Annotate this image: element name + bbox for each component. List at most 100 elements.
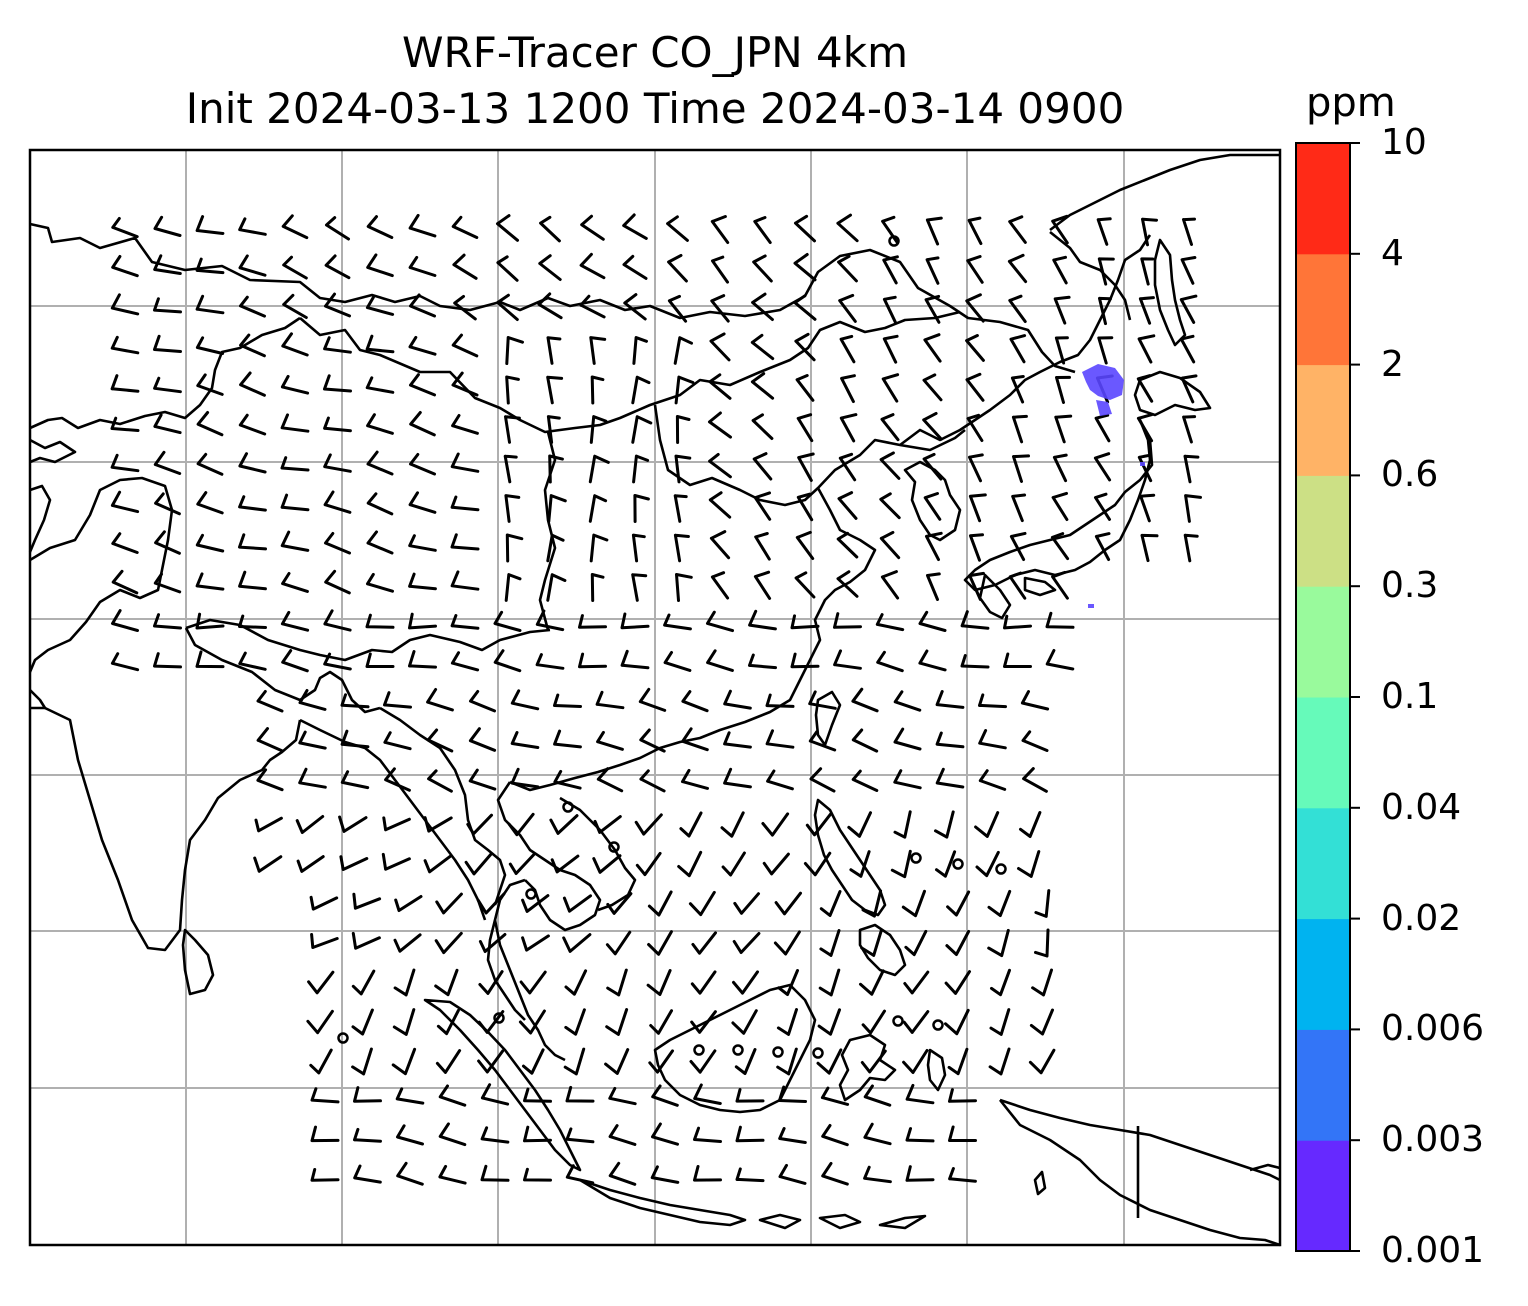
wind-barb bbox=[546, 375, 564, 405]
colorbar-unit-label: ppm bbox=[1306, 80, 1396, 126]
wind-barb bbox=[280, 530, 310, 552]
wind-barb bbox=[365, 652, 395, 668]
wind-barb bbox=[434, 931, 463, 955]
wind-barb bbox=[436, 1008, 460, 1036]
wind-barb bbox=[969, 533, 984, 562]
wind-barb bbox=[875, 613, 905, 632]
wind-barb bbox=[238, 452, 267, 474]
wind-barb bbox=[710, 294, 730, 323]
wind-barb bbox=[890, 849, 912, 879]
wind-barb bbox=[1055, 375, 1071, 404]
wind-barb bbox=[945, 930, 971, 956]
wind-barb bbox=[365, 613, 395, 629]
wind-barb bbox=[280, 413, 310, 433]
wind-barb bbox=[196, 452, 224, 476]
wind-barb bbox=[521, 934, 550, 952]
wind-barb bbox=[918, 610, 947, 632]
wind-barb bbox=[968, 493, 987, 523]
wind-barb bbox=[691, 931, 717, 955]
wind-barb bbox=[1003, 652, 1032, 668]
wind-barb bbox=[821, 1161, 849, 1186]
wind-barb bbox=[505, 375, 520, 405]
wind-barb bbox=[153, 450, 182, 475]
wind-barbs bbox=[110, 213, 1202, 1186]
wind-barb bbox=[819, 929, 841, 957]
wind-barb bbox=[863, 1084, 892, 1107]
wind-barb bbox=[851, 769, 879, 792]
wind-barb bbox=[504, 573, 522, 602]
wind-barb bbox=[1034, 928, 1050, 958]
wind-barb bbox=[735, 1088, 765, 1103]
colorbar-tick-label: 0.1 bbox=[1381, 676, 1439, 717]
wind-barb bbox=[408, 650, 437, 669]
wind-barb bbox=[836, 570, 859, 598]
wind-barb bbox=[606, 968, 628, 997]
wind-barb bbox=[427, 769, 453, 793]
wind-barb bbox=[735, 1167, 765, 1183]
wind-barb bbox=[153, 215, 182, 237]
wind-barb bbox=[808, 690, 837, 710]
wind-barb bbox=[987, 928, 1010, 958]
wind-barb bbox=[409, 411, 436, 437]
wind-barb bbox=[925, 216, 943, 246]
wind-barb bbox=[306, 1009, 334, 1035]
wind-barb bbox=[451, 333, 479, 358]
wind-barb bbox=[538, 254, 562, 281]
wind-barb bbox=[677, 850, 703, 878]
wind-barb bbox=[987, 889, 1012, 918]
wind-barb bbox=[578, 614, 607, 629]
wind-barb bbox=[256, 690, 284, 713]
wind-barb bbox=[708, 452, 732, 479]
wind-barb bbox=[948, 1088, 977, 1103]
wind-barb bbox=[965, 334, 985, 362]
wind-barb bbox=[596, 767, 624, 793]
wind-barb bbox=[476, 892, 506, 915]
wind-barb bbox=[480, 1164, 510, 1182]
wind-barb bbox=[280, 493, 310, 512]
colorbar-tick-label: 0.3 bbox=[1381, 565, 1439, 607]
colorbar-segment bbox=[1296, 143, 1350, 255]
wind-barb bbox=[803, 851, 832, 877]
wind-barb bbox=[639, 728, 666, 753]
wind-barb bbox=[948, 1167, 977, 1183]
wind-barb bbox=[382, 816, 411, 832]
wind-barb bbox=[295, 815, 325, 834]
wind-barb bbox=[988, 1047, 1011, 1076]
wind-barb bbox=[434, 968, 459, 997]
wind-barb bbox=[521, 894, 550, 913]
wind-barb bbox=[1138, 296, 1155, 325]
wind-barb bbox=[453, 294, 477, 321]
wind-barb bbox=[879, 451, 901, 480]
wind-barb bbox=[580, 214, 605, 241]
wind-barb bbox=[1136, 413, 1154, 443]
wind-barb bbox=[408, 255, 437, 277]
wind-barb bbox=[838, 293, 857, 323]
wind-barb bbox=[589, 336, 607, 365]
wind-barb bbox=[351, 931, 381, 950]
wind-barb bbox=[905, 1083, 935, 1105]
wind-barb bbox=[778, 1127, 807, 1144]
wind-barb bbox=[778, 1163, 807, 1185]
wind-barb bbox=[409, 293, 436, 318]
wind-barb bbox=[309, 895, 339, 911]
wind-barb bbox=[548, 454, 564, 484]
wind-barb bbox=[879, 492, 901, 520]
wind-barb bbox=[974, 811, 1000, 838]
wind-barb bbox=[926, 572, 941, 601]
wind-barb bbox=[423, 854, 452, 874]
wind-barb bbox=[675, 573, 693, 602]
wind-barb bbox=[110, 453, 140, 473]
wind-barb bbox=[836, 531, 859, 559]
wind-barb bbox=[681, 727, 709, 752]
wind-barb bbox=[922, 452, 943, 481]
wind-barb bbox=[435, 892, 463, 915]
wind-barb bbox=[1096, 217, 1112, 246]
wind-barb bbox=[111, 255, 139, 278]
wind-barb bbox=[110, 293, 140, 316]
plume-speck bbox=[1088, 604, 1094, 608]
wind-barb bbox=[860, 1049, 887, 1074]
wind-barb bbox=[646, 969, 672, 996]
wind-barb bbox=[562, 894, 592, 913]
wind-barb bbox=[195, 650, 225, 669]
